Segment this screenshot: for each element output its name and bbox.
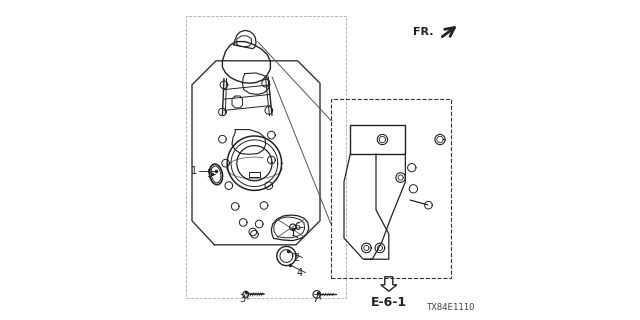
Text: 2: 2	[294, 252, 300, 263]
Text: 7: 7	[312, 294, 318, 304]
Text: 1: 1	[191, 166, 196, 176]
Text: E-6-1: E-6-1	[371, 296, 407, 309]
Text: TX84E1110: TX84E1110	[427, 303, 475, 312]
Text: 5: 5	[206, 169, 212, 179]
Text: 4: 4	[297, 268, 303, 278]
Text: FR.: FR.	[413, 27, 434, 37]
Text: 3: 3	[239, 294, 245, 304]
Text: 6: 6	[294, 222, 301, 232]
